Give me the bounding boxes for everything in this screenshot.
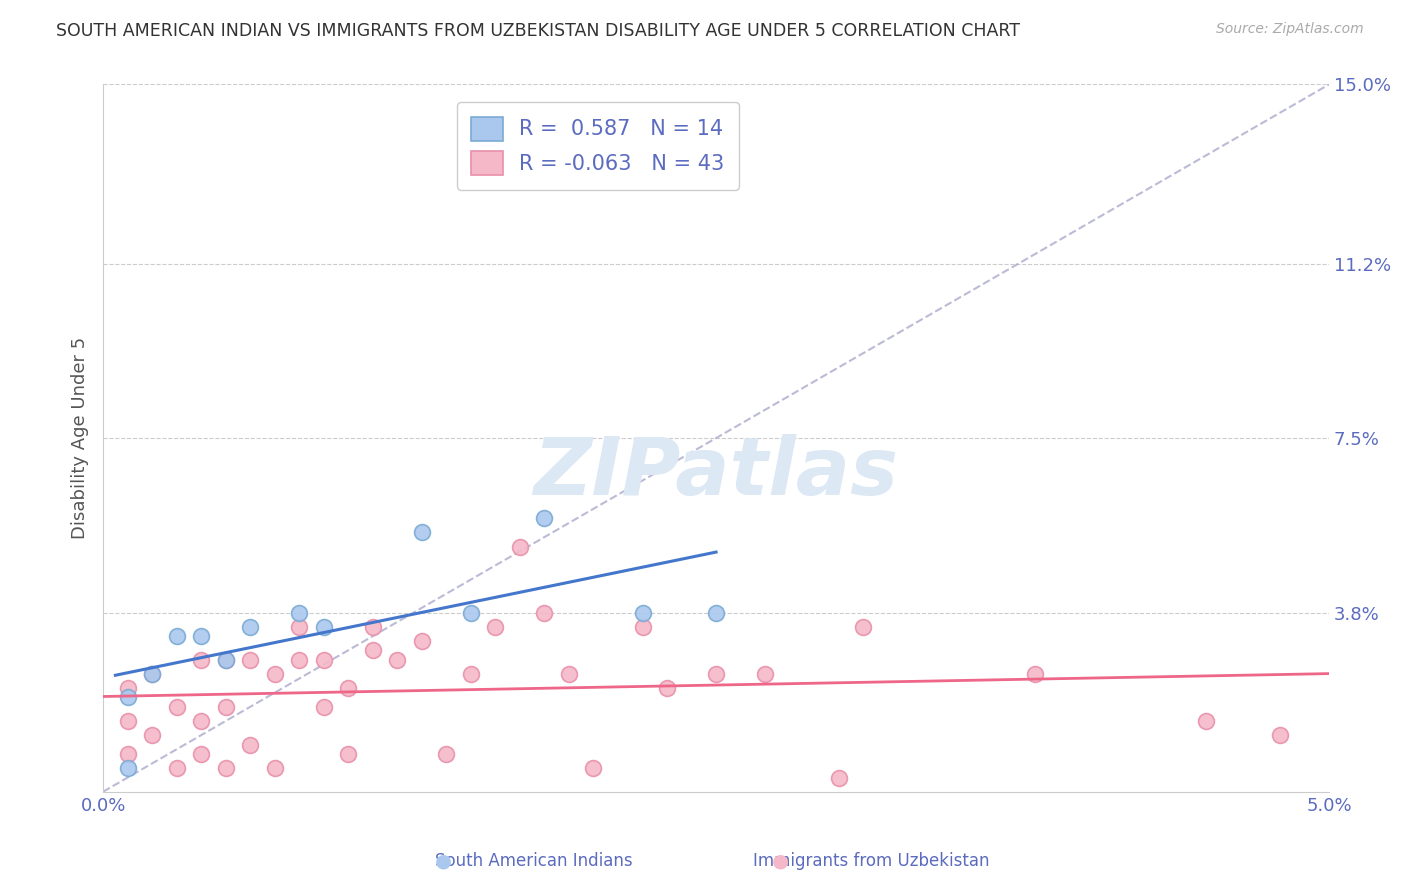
Text: Source: ZipAtlas.com: Source: ZipAtlas.com <box>1216 22 1364 37</box>
Point <box>533 606 555 620</box>
Point <box>558 666 581 681</box>
Point <box>190 629 212 643</box>
Text: Immigrants from Uzbekistan: Immigrants from Uzbekistan <box>754 852 990 870</box>
Point <box>239 653 262 667</box>
Point <box>288 620 311 634</box>
Point <box>288 653 311 667</box>
Text: SOUTH AMERICAN INDIAN VS IMMIGRANTS FROM UZBEKISTAN DISABILITY AGE UNDER 5 CORRE: SOUTH AMERICAN INDIAN VS IMMIGRANTS FROM… <box>56 22 1021 40</box>
Point <box>117 690 139 705</box>
Point <box>263 761 285 775</box>
Legend: R =  0.587   N = 14, R = -0.063   N = 43: R = 0.587 N = 14, R = -0.063 N = 43 <box>457 102 740 190</box>
Point <box>754 666 776 681</box>
Point <box>312 653 335 667</box>
Point <box>239 620 262 634</box>
Point <box>337 681 360 695</box>
Point <box>434 747 457 761</box>
Point <box>631 606 654 620</box>
Point <box>190 653 212 667</box>
Point <box>141 666 163 681</box>
Point <box>337 747 360 761</box>
Point <box>141 728 163 742</box>
Point <box>460 606 482 620</box>
Text: ●: ● <box>772 851 789 871</box>
Point <box>166 629 188 643</box>
Point <box>655 681 678 695</box>
Point <box>827 771 849 785</box>
Point <box>215 761 238 775</box>
Point <box>215 699 238 714</box>
Text: ●: ● <box>434 851 451 871</box>
Point <box>166 699 188 714</box>
Point <box>704 606 727 620</box>
Point <box>117 747 139 761</box>
Point <box>117 681 139 695</box>
Point <box>239 738 262 752</box>
Text: ZIPatlas: ZIPatlas <box>533 434 898 512</box>
Point <box>361 643 384 657</box>
Point <box>484 620 506 634</box>
Point <box>312 620 335 634</box>
Point <box>411 633 433 648</box>
Point <box>387 653 409 667</box>
Point <box>190 714 212 728</box>
Point <box>1024 666 1046 681</box>
Point <box>263 666 285 681</box>
Point <box>361 620 384 634</box>
Point <box>117 761 139 775</box>
Point <box>117 714 139 728</box>
Point <box>215 653 238 667</box>
Point <box>631 620 654 634</box>
Point <box>215 653 238 667</box>
Point <box>1195 714 1218 728</box>
Point <box>288 606 311 620</box>
Point <box>190 747 212 761</box>
Point <box>411 525 433 540</box>
Point <box>312 699 335 714</box>
Point <box>141 666 163 681</box>
Point <box>460 666 482 681</box>
Point <box>852 620 875 634</box>
Point <box>1268 728 1291 742</box>
Point <box>704 666 727 681</box>
Text: South American Indians: South American Indians <box>436 852 633 870</box>
Point <box>166 761 188 775</box>
Y-axis label: Disability Age Under 5: Disability Age Under 5 <box>72 337 89 539</box>
Point <box>509 540 531 554</box>
Point <box>582 761 605 775</box>
Point <box>533 511 555 525</box>
